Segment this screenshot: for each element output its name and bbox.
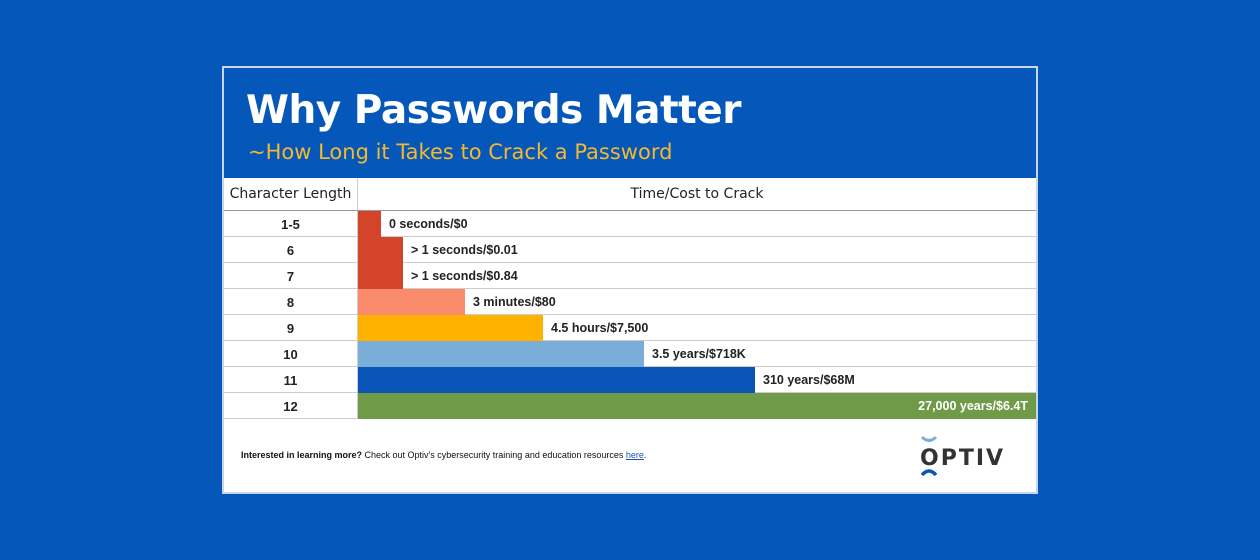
table-row: 6 > 1 seconds/$0.01	[224, 237, 1036, 263]
table-row: 11 310 years/$68M	[224, 367, 1036, 393]
bar	[358, 315, 543, 341]
bar-label: > 1 seconds/$0.84	[411, 269, 518, 283]
bar	[358, 237, 403, 263]
bar	[358, 263, 403, 289]
column-header-time: Time/Cost to Crack	[358, 178, 1036, 211]
header-banner: Why Passwords Matter ~How Long it Takes …	[224, 68, 1036, 178]
optiv-logo: OPTIV	[920, 435, 1005, 477]
character-length: 1-5	[224, 211, 358, 237]
bar-label: 3.5 years/$718K	[652, 347, 746, 361]
svg-text:OPTIV: OPTIV	[920, 446, 1005, 471]
bar-label: > 1 seconds/$0.01	[411, 243, 518, 257]
subtitle: ~How Long it Takes to Crack a Password	[248, 140, 673, 164]
bar	[358, 289, 465, 315]
table-row: 1-5 0 seconds/$0	[224, 211, 1036, 237]
column-header-length: Character Length	[224, 178, 358, 211]
table-row: 12 27,000 years/$6.4T	[224, 393, 1036, 419]
footer-body: Check out Optiv's cybersecurity training…	[362, 450, 626, 460]
here-link[interactable]: here	[625, 450, 644, 460]
table-row: 7 > 1 seconds/$0.84	[224, 263, 1036, 289]
footer-end: .	[643, 450, 647, 460]
table-row: 10 3.5 years/$718K	[224, 341, 1036, 367]
bar	[358, 341, 644, 367]
character-length: 12	[224, 393, 358, 419]
bar	[358, 393, 1036, 419]
bar-label: 0 seconds/$0	[389, 217, 468, 231]
table-row: 9 4.5 hours/$7,500	[224, 315, 1036, 341]
footer-bold: Interested in learning more?	[241, 450, 363, 460]
bar-label: 3 minutes/$80	[473, 295, 556, 309]
table-row: 8 3 minutes/$80	[224, 289, 1036, 315]
character-length: 10	[224, 341, 358, 367]
bar-label: 4.5 hours/$7,500	[551, 321, 649, 335]
bar	[358, 367, 755, 393]
character-length: 11	[224, 367, 358, 393]
character-length: 6	[224, 237, 358, 263]
character-length: 9	[224, 315, 358, 341]
bar-label: 27,000 years/$6.4T	[918, 399, 1028, 413]
character-length: 7	[224, 263, 358, 289]
bar-label: 310 years/$68M	[763, 373, 855, 387]
footer-text: Interested in learning more? Check out O…	[241, 450, 646, 460]
infographic-card: Why Passwords Matter ~How Long it Takes …	[222, 66, 1038, 494]
bar	[358, 211, 381, 237]
character-length: 8	[224, 289, 358, 315]
page-title: Why Passwords Matter	[246, 88, 741, 133]
